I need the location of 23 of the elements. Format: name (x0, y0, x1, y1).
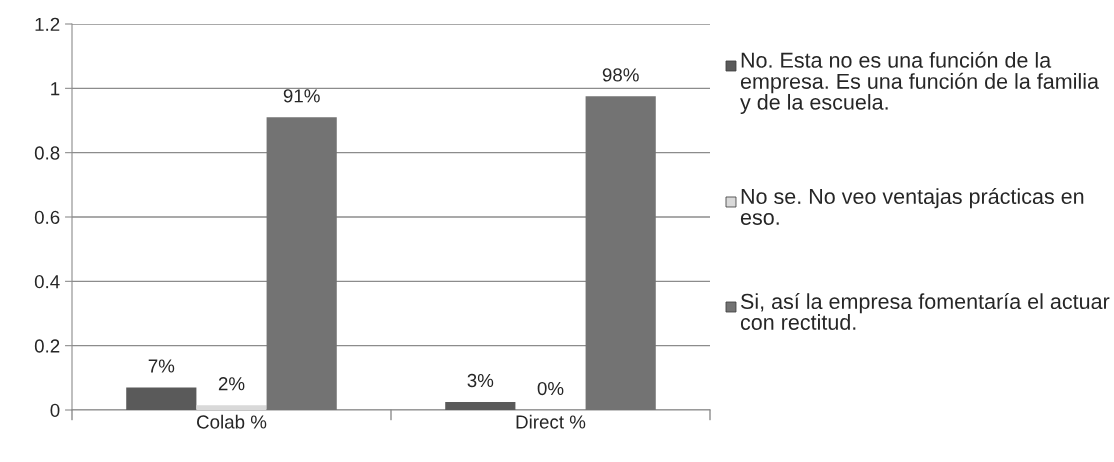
y-tick-label: 1 (51, 82, 60, 96)
data-label: 0% (537, 381, 564, 396)
bar (445, 401, 516, 410)
data-label: 3% (467, 373, 494, 388)
bar (266, 117, 337, 410)
legend-label: No. Esta no es una función de la empresa. Es una función de la familia y de la escuela. (740, 51, 1099, 115)
legend-label: Si, así la empresa fomentaría el actuar con rectitud. (740, 293, 1110, 330)
data-label: 98% (602, 68, 639, 82)
data-label: 7% (148, 359, 175, 373)
x-tick-label: Colab % (197, 414, 267, 429)
y-tick-label: 0.8 (34, 146, 60, 160)
data-label: 2% (218, 377, 245, 391)
data-label: 91% (283, 89, 320, 103)
bar (196, 405, 267, 410)
y-tick-label: 0.6 (34, 210, 60, 224)
y-tick-label: 0.4 (34, 275, 60, 289)
bar (585, 96, 656, 410)
x-tick-label: Direct % (516, 414, 586, 429)
y-tick-label: 1.2 (35, 17, 60, 31)
y-tick-label: 0.2 (34, 339, 60, 353)
y-tick-label: 0 (50, 403, 60, 417)
bar (126, 387, 197, 410)
legend-label: No se. No veo ventajas prácticas en eso. (740, 188, 1084, 225)
